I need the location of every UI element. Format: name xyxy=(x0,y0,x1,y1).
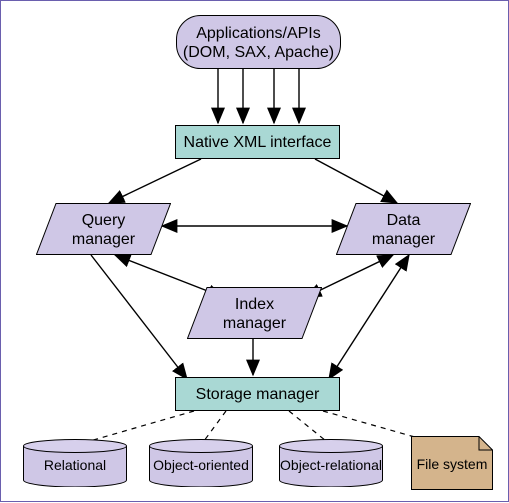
edge-query-storage xyxy=(91,255,187,379)
node-applications: Applications/APIs (DOM, SAX, Apache) xyxy=(176,15,341,69)
node-storage-manager: Storage manager xyxy=(175,377,340,411)
node-file-system: File system xyxy=(411,436,493,490)
edge-xml-data xyxy=(315,159,397,203)
edge-data-storage xyxy=(329,255,409,379)
diagram-canvas: Applications/APIs (DOM, SAX, Apache) Nat… xyxy=(0,0,509,502)
node-native-xml: Native XML interface xyxy=(175,125,340,159)
node-object-oriented: Object-oriented xyxy=(149,439,253,487)
node-query-manager: Query manager xyxy=(36,203,171,255)
node-data-manager: Data manager xyxy=(336,203,471,255)
node-index-manager: Index manager xyxy=(187,287,322,339)
node-relational: Relational xyxy=(23,439,127,487)
node-object-relational: Object-relational xyxy=(279,439,383,487)
edge-xml-query xyxy=(109,159,201,203)
